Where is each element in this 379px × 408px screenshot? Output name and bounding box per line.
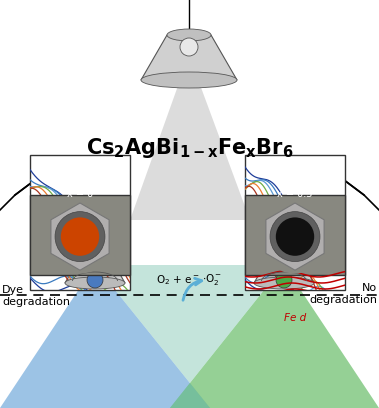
Polygon shape	[170, 265, 379, 408]
Circle shape	[258, 200, 332, 273]
Circle shape	[55, 212, 105, 262]
Circle shape	[277, 253, 291, 267]
Circle shape	[43, 200, 117, 273]
Polygon shape	[0, 265, 210, 408]
Text: x = 0.3: x = 0.3	[277, 189, 313, 199]
FancyBboxPatch shape	[30, 195, 130, 275]
Circle shape	[88, 253, 102, 267]
Ellipse shape	[167, 29, 211, 41]
Ellipse shape	[65, 277, 125, 289]
Text: x = 0: x = 0	[67, 189, 93, 199]
Circle shape	[87, 272, 103, 288]
Polygon shape	[130, 55, 250, 220]
FancyBboxPatch shape	[30, 155, 130, 290]
Polygon shape	[141, 35, 237, 80]
Ellipse shape	[254, 277, 314, 289]
Circle shape	[276, 217, 314, 256]
Circle shape	[180, 38, 198, 56]
FancyBboxPatch shape	[245, 195, 345, 275]
Polygon shape	[65, 255, 125, 283]
Ellipse shape	[270, 250, 298, 260]
Polygon shape	[51, 203, 109, 270]
Polygon shape	[254, 255, 314, 283]
Text: Dye
degradation: Dye degradation	[2, 285, 70, 307]
Text: $\cdot$O$_2^-$: $\cdot$O$_2^-$	[202, 272, 222, 287]
Text: No
degradation: No degradation	[309, 283, 377, 305]
FancyArrowPatch shape	[183, 278, 202, 300]
Polygon shape	[266, 203, 324, 270]
Ellipse shape	[141, 72, 237, 88]
Text: $\mathbf{Cs_2AgBi_{1-x}Fe_xBr_6}$: $\mathbf{Cs_2AgBi_{1-x}Fe_xBr_6}$	[86, 136, 293, 160]
Ellipse shape	[81, 250, 109, 260]
Circle shape	[276, 272, 292, 288]
FancyBboxPatch shape	[245, 155, 345, 290]
Circle shape	[61, 217, 99, 256]
Text: Fe d: Fe d	[284, 313, 306, 323]
Polygon shape	[95, 265, 284, 408]
Circle shape	[270, 212, 320, 262]
Text: O$_2$ + e$^-$: O$_2$ + e$^-$	[156, 273, 199, 287]
